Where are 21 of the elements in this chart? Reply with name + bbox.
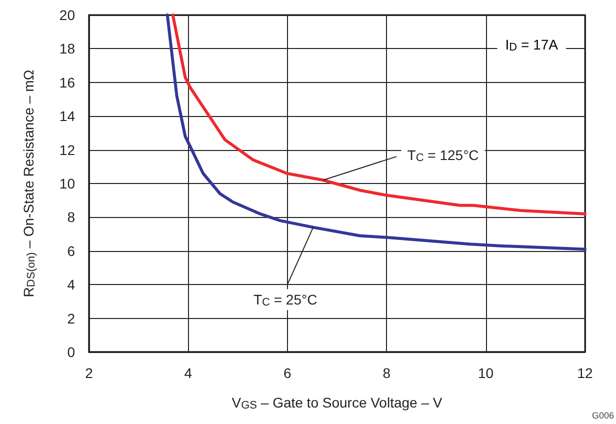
y-tick-label: 12 xyxy=(59,142,76,158)
x-tick-label: 2 xyxy=(85,365,94,381)
y-tick-label: 20 xyxy=(59,7,76,23)
line-series xyxy=(171,14,586,216)
y-axis-title: RDS(on) – On-State Resistance – mΩ xyxy=(20,70,38,298)
x-tick-label: 12 xyxy=(577,365,593,381)
y-tick-label: 2 xyxy=(67,310,76,326)
y-tick-label: 10 xyxy=(59,176,76,192)
x-tick-label: 4 xyxy=(184,365,192,381)
y-tick-label: 18 xyxy=(59,40,76,57)
y-tick-label: 6 xyxy=(67,242,76,259)
line-series xyxy=(166,14,586,251)
x-tick-label: 8 xyxy=(382,365,391,381)
y-tick-label: 4 xyxy=(67,276,76,293)
y-tick-label: 8 xyxy=(67,209,76,226)
text: G006 xyxy=(592,410,614,420)
x-tick-label: 6 xyxy=(284,365,292,381)
y-tick-label: 16 xyxy=(59,74,76,90)
y-tick-label: 0 xyxy=(67,344,76,360)
x-tick-label: 10 xyxy=(478,365,494,381)
y-tick-label: 14 xyxy=(59,108,76,124)
